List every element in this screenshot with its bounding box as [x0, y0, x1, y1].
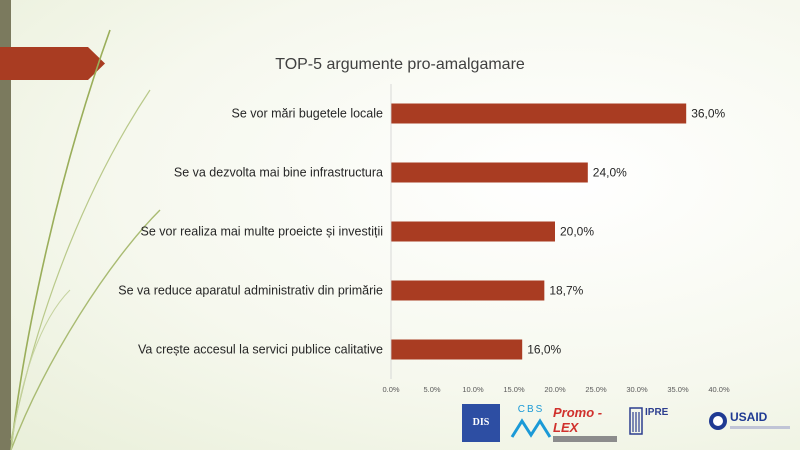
usaid-tagline-bar: [730, 426, 790, 429]
usaid-logo-text: USAID: [730, 410, 768, 424]
ipre-logo-text: IPRE: [645, 407, 669, 418]
cbs-logo: CBS: [510, 404, 552, 442]
x-tick-label: 20.0%: [544, 385, 566, 394]
promolex-logo-text: Promo - LEX: [553, 405, 603, 435]
value-label: 20,0%: [560, 225, 594, 239]
x-tick-label: 40.0%: [708, 385, 730, 394]
category-label: Se va reduce aparatul administrativ din …: [118, 284, 383, 298]
value-label: 24,0%: [593, 166, 627, 180]
ipre-logo: IPRE: [628, 404, 680, 442]
x-tick-label: 25.0%: [585, 385, 607, 394]
value-label: 18,7%: [549, 284, 583, 298]
x-tick-label: 35.0%: [667, 385, 689, 394]
chart-title-text: TOP-5 argumente pro-amalgamare: [275, 56, 525, 73]
value-label: 16,0%: [527, 343, 561, 357]
bar: [391, 162, 588, 183]
usaid-seal-icon: [709, 412, 727, 430]
bar: [391, 339, 523, 360]
ipre-building-icon: [629, 407, 643, 435]
bar: [391, 221, 555, 242]
x-tick-label: 10.0%: [462, 385, 484, 394]
x-tick-label: 30.0%: [626, 385, 648, 394]
promolex-bar: [553, 436, 617, 442]
chart-title: TOP-5 argumente pro-amalgamare: [0, 56, 800, 74]
bar-chart: Se vor mări bugetele locale 36,0% Se va de…: [118, 84, 730, 394]
bar: [391, 103, 687, 124]
left-decor-band: [0, 0, 11, 450]
category-label: Se va dezvolta mai bine infrastructura: [174, 166, 383, 180]
x-tick-label: 0.0%: [382, 385, 399, 394]
cbs-mountain-icon: [510, 418, 552, 438]
category-label: Se vor mări bugetele locale: [232, 107, 384, 121]
dis-logo: DIS: [462, 404, 500, 442]
usaid-logo: USAID: [708, 407, 790, 439]
x-tick-label: 5.0%: [423, 385, 440, 394]
partner-logos: DIS CBS Promo - LEX IPRE USAID: [460, 403, 790, 443]
category-label: Va crește accesul la servici publice cal…: [138, 343, 383, 357]
cbs-logo-text: CBS: [517, 404, 545, 415]
bar: [391, 280, 545, 301]
x-tick-label: 15.0%: [503, 385, 525, 394]
category-label: Se vor realiza mai multe proeicte și inv…: [141, 225, 383, 239]
promolex-logo: Promo - LEX: [553, 405, 625, 442]
value-label: 36,0%: [691, 107, 725, 121]
dis-logo-text: DIS: [472, 417, 490, 428]
